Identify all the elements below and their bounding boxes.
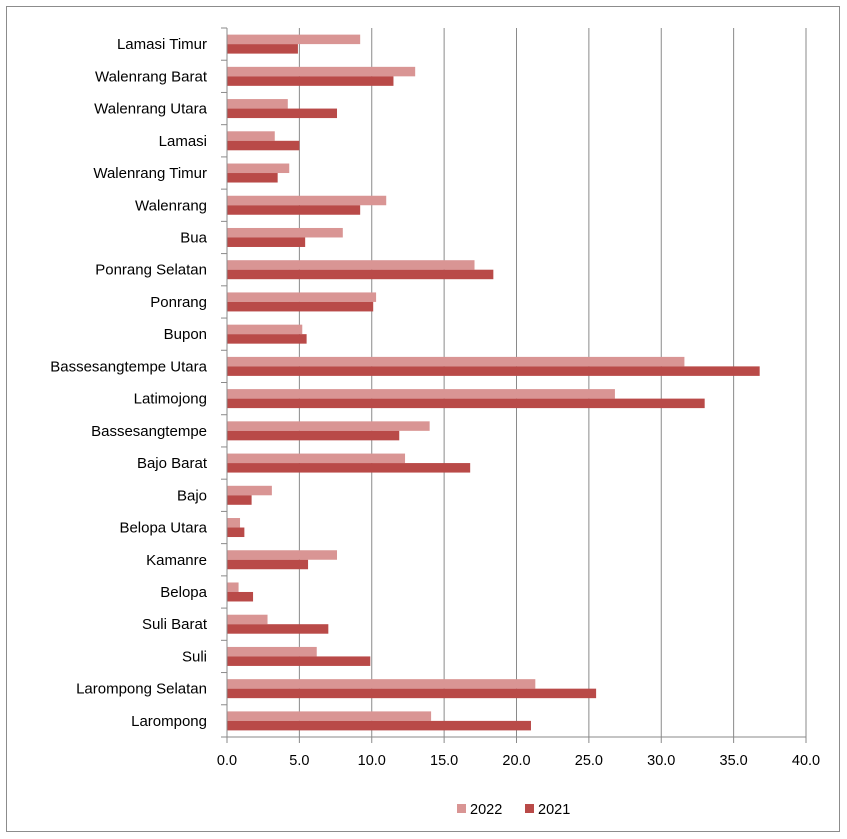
x-tick-label: 35.0 xyxy=(720,753,748,769)
category-label: Kamanre xyxy=(146,552,207,569)
bar-2021 xyxy=(227,624,329,634)
bar-2021 xyxy=(227,366,760,376)
bar-2022 xyxy=(227,389,615,399)
bar-2022 xyxy=(227,356,685,367)
category-label: Walenrang Timur xyxy=(93,165,207,182)
bar-2021 xyxy=(227,430,400,441)
bar-2022 xyxy=(227,163,290,174)
bar-2022 xyxy=(227,324,303,335)
category-label: Bajo Barat xyxy=(137,455,208,472)
bar-2021 xyxy=(227,495,252,505)
category-label: Belopa Utara xyxy=(119,520,207,537)
bar-2022 xyxy=(227,66,416,77)
category-label: Larompong xyxy=(131,713,207,730)
bar-2022 xyxy=(227,614,268,625)
x-tick-label: 0.0 xyxy=(217,753,237,769)
category-label: Lamasi xyxy=(159,133,207,150)
legend-swatch-2021 xyxy=(525,804,534,813)
bar-2022 xyxy=(227,582,239,592)
bar-2021 xyxy=(227,463,471,473)
category-label: Latimojong xyxy=(134,391,207,408)
bar-2022 xyxy=(227,485,272,496)
bar-2022 xyxy=(227,195,387,206)
gridlines xyxy=(298,28,807,737)
bar-2022 xyxy=(227,679,536,689)
bar-2022 xyxy=(227,131,275,141)
bar-2021 xyxy=(227,237,306,247)
bar-2021 xyxy=(227,301,374,312)
category-label: Bua xyxy=(180,229,207,246)
bar-2022 xyxy=(227,646,317,657)
bar-2021 xyxy=(227,108,338,119)
legend-label-2022: 2022 xyxy=(470,802,502,818)
category-label: Bajo xyxy=(177,487,207,504)
bar-2021 xyxy=(227,173,278,183)
x-tick-label: 15.0 xyxy=(430,753,458,769)
x-tick-label: 5.0 xyxy=(289,753,309,769)
x-tick-label: 20.0 xyxy=(502,753,530,769)
bar-2021 xyxy=(227,269,494,280)
x-tick-labels: 0.0 5.0 10.0 15.0 20.0 25.0 30.0 35.0 40.0 xyxy=(217,753,820,769)
bar-2022 xyxy=(227,227,343,238)
bar-2022 xyxy=(227,711,432,721)
category-label: Ponrang xyxy=(150,294,207,311)
category-label: Walenrang Barat xyxy=(95,68,208,85)
bar-2022 xyxy=(227,99,288,109)
bars xyxy=(227,34,760,731)
bar-2021 xyxy=(227,76,394,86)
category-label: Suli Barat xyxy=(142,616,208,633)
bar-2022 xyxy=(227,518,241,528)
category-label: Ponrang Selatan xyxy=(95,262,207,279)
bar-2021 xyxy=(227,720,531,731)
bar-2021 xyxy=(227,656,371,666)
category-label: Suli xyxy=(182,648,207,665)
bar-2021 xyxy=(227,44,298,54)
category-labels: Lamasi Timur Walenrang Barat Walenrang Uta… xyxy=(50,36,208,730)
x-tick-label: 25.0 xyxy=(575,753,603,769)
bar-2021 xyxy=(227,559,309,570)
bar-2021 xyxy=(227,334,307,344)
x-tick-label: 10.0 xyxy=(358,753,386,769)
legend-label-2021: 2021 xyxy=(538,802,570,818)
x-tick-label: 40.0 xyxy=(792,753,820,769)
axes xyxy=(221,27,807,743)
bar-2022 xyxy=(227,34,361,45)
bar-2022 xyxy=(227,550,338,560)
legend: 2022 2021 xyxy=(457,802,570,818)
bar-2021 xyxy=(227,140,300,151)
category-label: Lamasi Timur xyxy=(117,36,207,53)
bar-2021 xyxy=(227,591,254,602)
bar-2022 xyxy=(227,292,377,302)
category-label: Bassesangtempe Utara xyxy=(50,358,207,375)
bar-2021 xyxy=(227,527,245,538)
legend-swatch-2022 xyxy=(457,804,466,813)
x-tick-label: 30.0 xyxy=(647,753,675,769)
category-label: Belopa xyxy=(160,584,207,601)
bar-2022 xyxy=(227,260,475,270)
category-label: Bassesangtempe xyxy=(91,423,207,440)
bar-2021 xyxy=(227,205,361,215)
bar-2021 xyxy=(227,688,597,699)
category-label: Larompong Selatan xyxy=(76,681,207,698)
bar-2022 xyxy=(227,453,406,464)
category-label: Bupon xyxy=(164,326,207,343)
bar-2022 xyxy=(227,421,430,431)
bar-2021 xyxy=(227,398,705,409)
category-label: Walenrang xyxy=(135,197,207,214)
category-label: Walenrang Utara xyxy=(94,101,207,118)
